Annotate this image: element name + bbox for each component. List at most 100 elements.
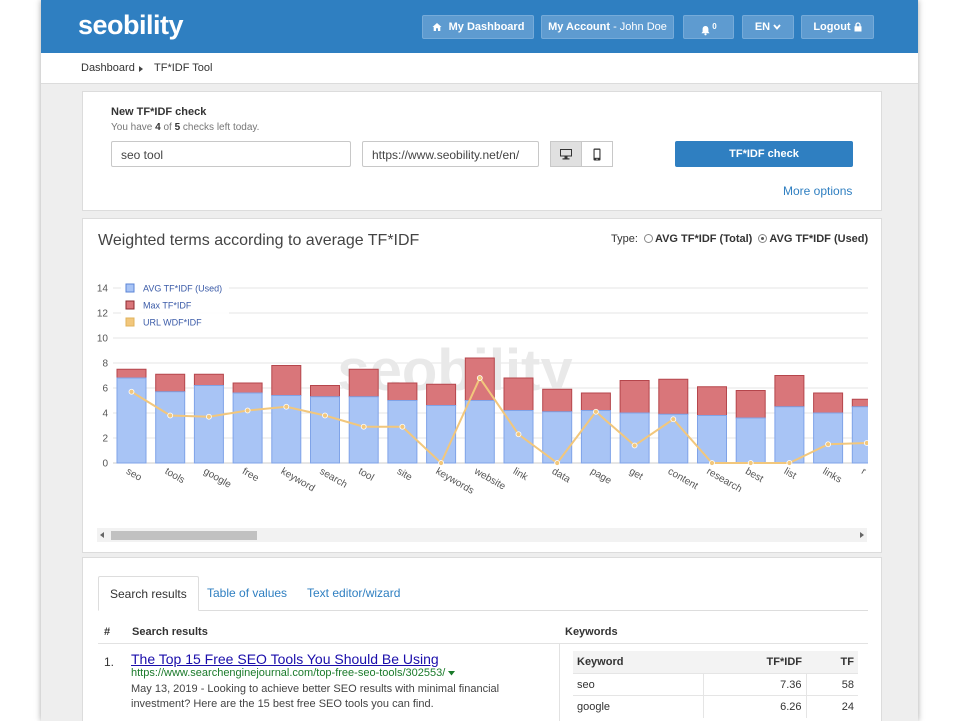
y-tick-label: 2 [102, 434, 108, 445]
col-header-keywords: Keywords [565, 626, 618, 638]
bar-avg-tfidf [193, 385, 224, 464]
option-used-label[interactable]: AVG TF*IDF (Used) [769, 233, 869, 245]
legend-swatch [125, 317, 135, 327]
desktop-toggle[interactable] [550, 141, 582, 167]
radio-used[interactable] [758, 234, 768, 243]
y-tick-label: 6 [102, 384, 108, 395]
bar-max-tfidf [232, 382, 263, 394]
tab-table-of-values[interactable]: Table of values [207, 586, 288, 600]
scroll-left-icon[interactable] [100, 532, 104, 538]
kw-row: seo 7.36 58 [573, 673, 858, 696]
result-description: May 13, 2019 - Looking to achieve better… [131, 683, 500, 710]
tfidf-check-button[interactable]: TF*IDF check [675, 141, 853, 167]
x-tick-label: links [821, 466, 844, 486]
tab-search-results[interactable]: Search results [98, 576, 199, 611]
bar-max-tfidf [542, 388, 573, 413]
x-tick-label: search [318, 466, 349, 491]
line-url-wdfidf [130, 375, 867, 465]
checks-prefix: You have [111, 122, 156, 133]
checks-suffix: checks left today. [180, 122, 260, 133]
logout-button[interactable]: Logout [801, 15, 874, 39]
chevron-down-icon [773, 24, 781, 30]
results-panel: Search results Table of values Text edit… [82, 557, 882, 721]
breadcrumb: Dashboard TF*IDF Tool [41, 53, 918, 84]
chart-type-selector: Type: AVG TF*IDF (Total) AVG TF*IDF (Use… [611, 233, 868, 245]
checks-left: 4 [155, 122, 161, 133]
plot-area [116, 357, 868, 466]
bar-max-tfidf [580, 392, 611, 411]
my-dashboard-button[interactable]: My Dashboard [422, 15, 534, 39]
bar-avg-tfidf [813, 412, 844, 464]
bar-avg-tfidf [232, 392, 263, 464]
point-url-wdfidf [863, 440, 868, 446]
scroll-right-icon[interactable] [860, 532, 864, 538]
bar-max-tfidf [503, 377, 534, 411]
caret-down-icon[interactable] [448, 671, 456, 676]
chart-scrollbar[interactable] [97, 528, 867, 542]
keyword-input[interactable]: seo tool [111, 141, 351, 167]
point-url-wdfidf [322, 412, 328, 419]
my-dashboard-label: My Dashboard [448, 21, 525, 33]
logo[interactable]: seobility [78, 10, 184, 40]
point-url-wdfidf [399, 423, 406, 430]
header-divider [98, 643, 868, 644]
legend-swatch [125, 283, 135, 293]
y-tick-label: 10 [97, 334, 109, 345]
bar-max-tfidf [851, 398, 868, 408]
point-url-wdfidf [167, 412, 174, 419]
result-title-link[interactable]: The Top 15 Free SEO Tools You Should Be … [131, 651, 439, 667]
notifications-button[interactable]: 0 [683, 15, 734, 39]
bar-max-tfidf [658, 378, 689, 415]
x-tick-label: link [511, 466, 530, 484]
my-account-button[interactable]: My Account - John Doe [541, 15, 674, 39]
results-tabs: Search results Table of values Text edit… [98, 576, 868, 611]
home-icon [432, 23, 442, 31]
mobile-toggle[interactable] [581, 141, 613, 167]
tab-text-editor[interactable]: Text editor/wizard [307, 586, 401, 600]
check-title: New TF*IDF check [111, 106, 207, 118]
option-total-label[interactable]: AVG TF*IDF (Total) [654, 233, 753, 245]
keyword-table: Keyword TF*IDF TF seo 7.36 58 google 6.2… [573, 651, 858, 718]
app-window: seobility My Dashboard My Account - John… [41, 0, 918, 721]
more-options-link[interactable]: More options [783, 184, 853, 198]
point-url-wdfidf [244, 407, 251, 414]
x-tick-label: free [240, 466, 261, 484]
chart-type-label: Type: [611, 233, 638, 245]
x-tick-label: get [627, 466, 645, 483]
kw-cell-keyword: seo [573, 673, 703, 696]
y-tick-label: 12 [97, 309, 109, 320]
breadcrumb-dashboard[interactable]: Dashboard [81, 62, 135, 74]
x-tick-label: page [588, 466, 613, 487]
bar-max-tfidf [774, 375, 805, 408]
notification-count: 0 [712, 22, 717, 31]
language-dropdown[interactable]: EN [742, 15, 794, 39]
bar-max-tfidf [426, 383, 457, 406]
checks-mid: of [160, 122, 175, 133]
result-url-text[interactable]: https://www.searchenginejournal.com/top-… [131, 667, 446, 679]
kw-row: google 6.26 24 [573, 695, 858, 718]
bar-max-tfidf [697, 386, 727, 416]
kw-col-keyword: Keyword [573, 651, 703, 674]
legend-swatch [125, 300, 135, 310]
y-tick-label: 14 [97, 284, 109, 295]
bar-avg-tfidf [155, 391, 186, 464]
point-url-wdfidf [515, 431, 522, 438]
point-url-wdfidf [631, 442, 638, 449]
radio-total[interactable] [643, 234, 653, 243]
scroll-thumb[interactable] [111, 531, 257, 540]
x-tick-label: google [201, 466, 233, 491]
url-input[interactable]: https://www.seobility.net/en/ [362, 141, 539, 167]
x-tick-label: seo [124, 466, 144, 484]
kw-col-tf: TF [806, 651, 858, 674]
legend-label: Max TF*IDF [143, 301, 192, 311]
bar-max-tfidf [619, 380, 650, 414]
result-number: 1. [104, 655, 115, 669]
x-tick-label: list [782, 466, 798, 482]
checks-total: 5 [174, 122, 181, 133]
point-url-wdfidf [206, 413, 212, 420]
kw-cell-tfidf: 7.36 [702, 673, 806, 696]
x-tick-label: r [859, 466, 868, 478]
lock-icon [854, 22, 862, 32]
kw-col-tfidf: TF*IDF [703, 651, 806, 674]
